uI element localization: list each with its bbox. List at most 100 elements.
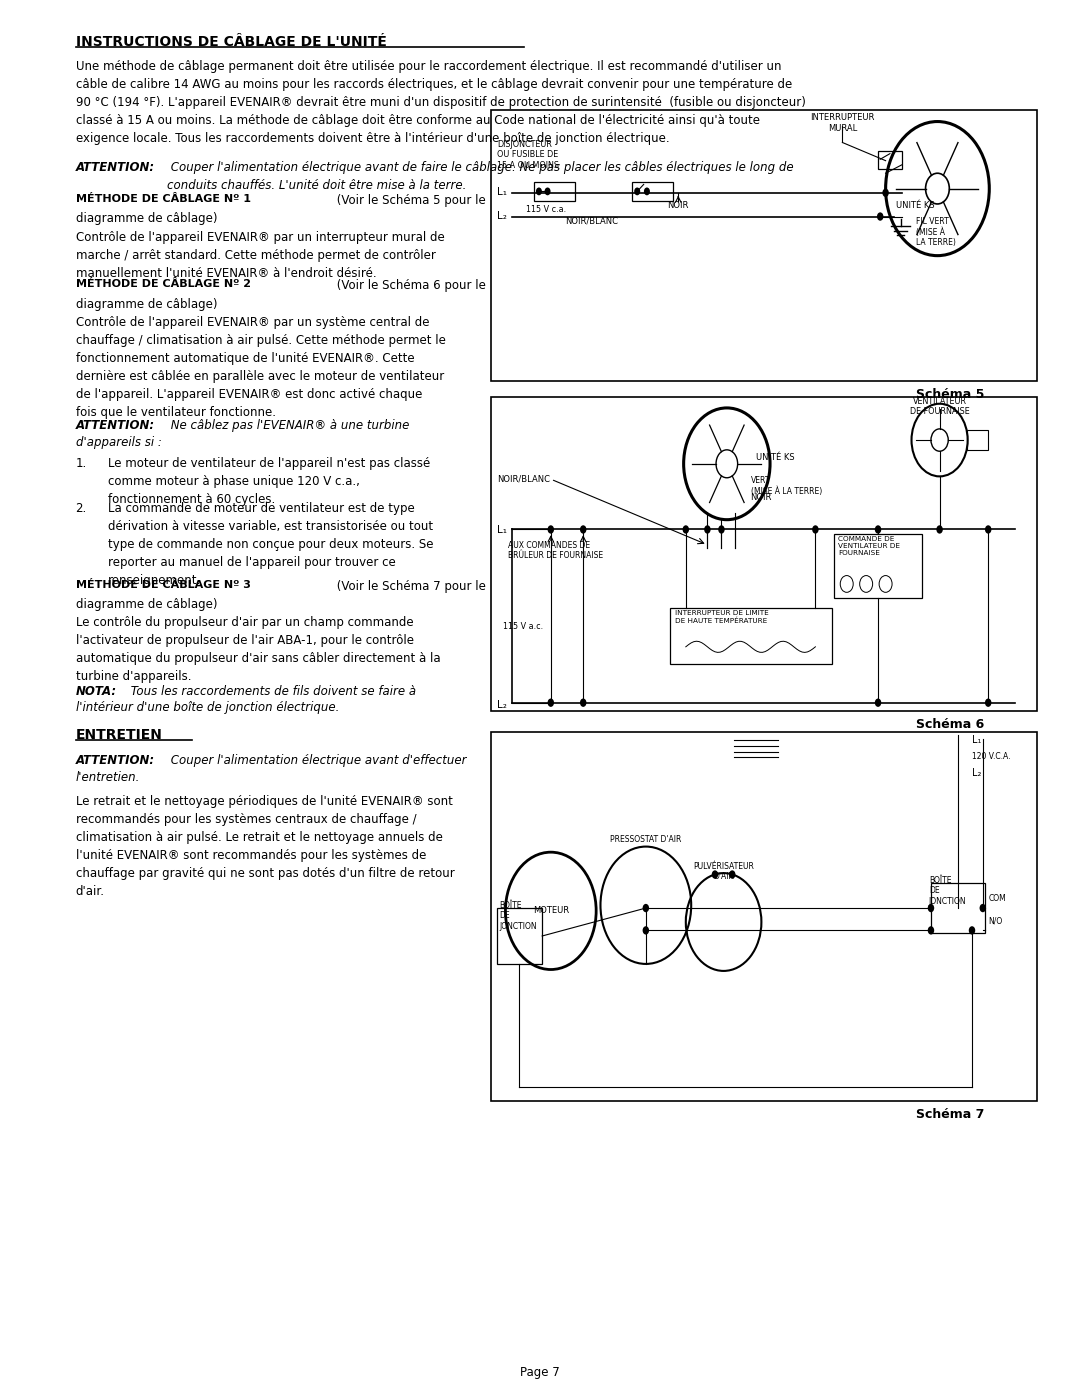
Circle shape — [718, 525, 725, 534]
Text: Contrôle de l'appareil EVENAIR® par un système central de
chauffage / climatisat: Contrôle de l'appareil EVENAIR® par un s… — [76, 316, 445, 419]
Circle shape — [643, 904, 649, 912]
Text: La commande de moteur de ventilateur est de type
dérivation à vitesse variable, : La commande de moteur de ventilateur est… — [108, 502, 433, 587]
Text: 120 V.C.A.: 120 V.C.A. — [972, 752, 1011, 760]
Circle shape — [729, 870, 735, 879]
Text: Couper l'alimentation électrique avant de faire le câblage. Ne pas placer les câ: Couper l'alimentation électrique avant d… — [167, 161, 794, 191]
Circle shape — [812, 525, 819, 534]
Circle shape — [985, 525, 991, 534]
Bar — [967, 430, 988, 450]
Text: NOIR/BLANC: NOIR/BLANC — [565, 217, 619, 225]
Circle shape — [712, 870, 718, 879]
Bar — [632, 182, 673, 201]
Circle shape — [716, 450, 738, 478]
Text: BOÎTE
DE
JONCTION: BOÎTE DE JONCTION — [499, 901, 537, 930]
Text: COM: COM — [988, 894, 1005, 902]
Text: diagramme de câblage): diagramme de câblage) — [76, 212, 217, 225]
Text: FIL VERT
(MISE À
LA TERRE): FIL VERT (MISE À LA TERRE) — [916, 217, 956, 247]
Text: (Voir le Schéma 7 pour le: (Voir le Schéma 7 pour le — [333, 580, 486, 592]
Text: NOIR/BLANC: NOIR/BLANC — [497, 475, 550, 483]
Circle shape — [643, 926, 649, 935]
Text: NOIR: NOIR — [751, 493, 772, 502]
Text: N/O: N/O — [988, 916, 1002, 925]
Text: Schéma 6: Schéma 6 — [916, 718, 985, 731]
Text: PULVÉRISATEUR
D'AIR: PULVÉRISATEUR D'AIR — [693, 862, 754, 882]
Text: PRESSOSTAT D'AIR: PRESSOSTAT D'AIR — [610, 835, 681, 844]
Circle shape — [634, 187, 640, 196]
Text: AUX COMMANDES DE
BRÛLEUR DE FOURNAISE: AUX COMMANDES DE BRÛLEUR DE FOURNAISE — [508, 541, 603, 560]
Text: d'appareils si :: d'appareils si : — [76, 436, 162, 448]
Circle shape — [980, 904, 986, 912]
Text: MÉTHODE DE CÂBLAGE Nº 1: MÉTHODE DE CÂBLAGE Nº 1 — [76, 194, 251, 204]
Text: Page 7: Page 7 — [521, 1366, 559, 1379]
Circle shape — [875, 698, 881, 707]
Text: L₁: L₁ — [497, 187, 507, 197]
Text: Schéma 5: Schéma 5 — [916, 388, 985, 401]
Circle shape — [882, 189, 889, 197]
Text: BOÎTE
DE
JONCTION: BOÎTE DE JONCTION — [929, 876, 967, 905]
Circle shape — [875, 525, 881, 534]
Text: INTERRUPTEUR
MURAL: INTERRUPTEUR MURAL — [810, 113, 875, 133]
Text: DISJONCTEUR
OU FUSIBLE DE
15 A OU MOINS: DISJONCTEUR OU FUSIBLE DE 15 A OU MOINS — [497, 140, 558, 169]
Text: l'entretien.: l'entretien. — [76, 771, 140, 784]
Text: diagramme de câblage): diagramme de câblage) — [76, 298, 217, 310]
Bar — [491, 110, 1037, 381]
Circle shape — [683, 525, 689, 534]
Text: L₂: L₂ — [497, 211, 507, 221]
Text: l'intérieur d'une boîte de jonction électrique.: l'intérieur d'une boîte de jonction élec… — [76, 701, 339, 714]
Circle shape — [704, 525, 711, 534]
Circle shape — [877, 212, 883, 221]
Text: ATTENTION:: ATTENTION: — [76, 419, 154, 432]
Text: NOTA:: NOTA: — [76, 685, 117, 697]
Text: Le moteur de ventilateur de l'appareil n'est pas classé
comme moteur à phase uni: Le moteur de ventilateur de l'appareil n… — [108, 457, 430, 506]
Circle shape — [548, 525, 554, 534]
Bar — [931, 883, 985, 933]
Circle shape — [926, 173, 949, 204]
Circle shape — [644, 187, 650, 196]
Bar — [491, 732, 1037, 1101]
Text: ENTRETIEN: ENTRETIEN — [76, 728, 162, 742]
Text: UNITÉ KS: UNITÉ KS — [756, 453, 795, 461]
Text: COMMANDE DE
VENTILATEUR DE
FOURNAISE: COMMANDE DE VENTILATEUR DE FOURNAISE — [838, 536, 900, 556]
Text: Couper l'alimentation électrique avant d'effectuer: Couper l'alimentation électrique avant d… — [167, 754, 467, 767]
Text: (Voir le Schéma 6 pour le: (Voir le Schéma 6 pour le — [333, 279, 486, 292]
Text: (Voir le Schéma 5 pour le: (Voir le Schéma 5 pour le — [333, 194, 485, 207]
Text: MOTEUR: MOTEUR — [532, 907, 569, 915]
Circle shape — [985, 698, 991, 707]
Text: INTERRUPTEUR DE LIMITE
DE HAUTE TEMPÉRATURE: INTERRUPTEUR DE LIMITE DE HAUTE TEMPÉRAT… — [675, 610, 769, 624]
Text: NOIR: NOIR — [667, 201, 689, 210]
Bar — [491, 397, 1037, 711]
Text: Tous les raccordements de fils doivent se faire à: Tous les raccordements de fils doivent s… — [127, 685, 417, 697]
Bar — [534, 182, 575, 201]
Circle shape — [580, 698, 586, 707]
Text: Schéma 7: Schéma 7 — [916, 1108, 985, 1120]
Circle shape — [536, 187, 542, 196]
Text: 2.: 2. — [76, 502, 86, 514]
Bar — [497, 908, 542, 964]
Circle shape — [928, 926, 934, 935]
Bar — [834, 534, 922, 598]
Circle shape — [580, 525, 586, 534]
Text: Le retrait et le nettoyage périodiques de l'unité EVENAIR® sont
recommandés pour: Le retrait et le nettoyage périodiques d… — [76, 795, 455, 898]
Text: L₂: L₂ — [972, 768, 982, 778]
Text: Une méthode de câblage permanent doit être utilisée pour le raccordement électri: Une méthode de câblage permanent doit êt… — [76, 60, 806, 145]
Text: 1.: 1. — [76, 457, 86, 469]
Circle shape — [936, 525, 943, 534]
Text: UNITÉ KS: UNITÉ KS — [896, 201, 935, 210]
Text: L₁: L₁ — [972, 735, 982, 745]
Circle shape — [544, 187, 551, 196]
Text: Contrôle de l'appareil EVENAIR® par un interrupteur mural de
marche / arrêt stan: Contrôle de l'appareil EVENAIR® par un i… — [76, 231, 444, 279]
Text: INSTRUCTIONS DE CÂBLAGE DE L'UNITÉ: INSTRUCTIONS DE CÂBLAGE DE L'UNITÉ — [76, 35, 387, 49]
Text: MÉTHODE DE CÂBLAGE Nº 3: MÉTHODE DE CÂBLAGE Nº 3 — [76, 580, 251, 590]
Bar — [878, 151, 902, 169]
Text: Ne câblez pas l'EVENAIR® à une turbine: Ne câblez pas l'EVENAIR® à une turbine — [167, 419, 409, 432]
Circle shape — [548, 698, 554, 707]
Text: VENTILATEUR
DE FOURNAISE: VENTILATEUR DE FOURNAISE — [909, 397, 970, 416]
Text: VERT
(MISE À LA TERRE): VERT (MISE À LA TERRE) — [751, 476, 822, 496]
Circle shape — [931, 429, 948, 451]
Text: 115 V c.a.: 115 V c.a. — [526, 205, 567, 214]
Text: 115 V a.c.: 115 V a.c. — [502, 622, 543, 630]
Text: L₁: L₁ — [497, 525, 507, 535]
Text: L₂: L₂ — [497, 700, 507, 710]
Circle shape — [969, 926, 975, 935]
Text: ATTENTION:: ATTENTION: — [76, 161, 154, 173]
